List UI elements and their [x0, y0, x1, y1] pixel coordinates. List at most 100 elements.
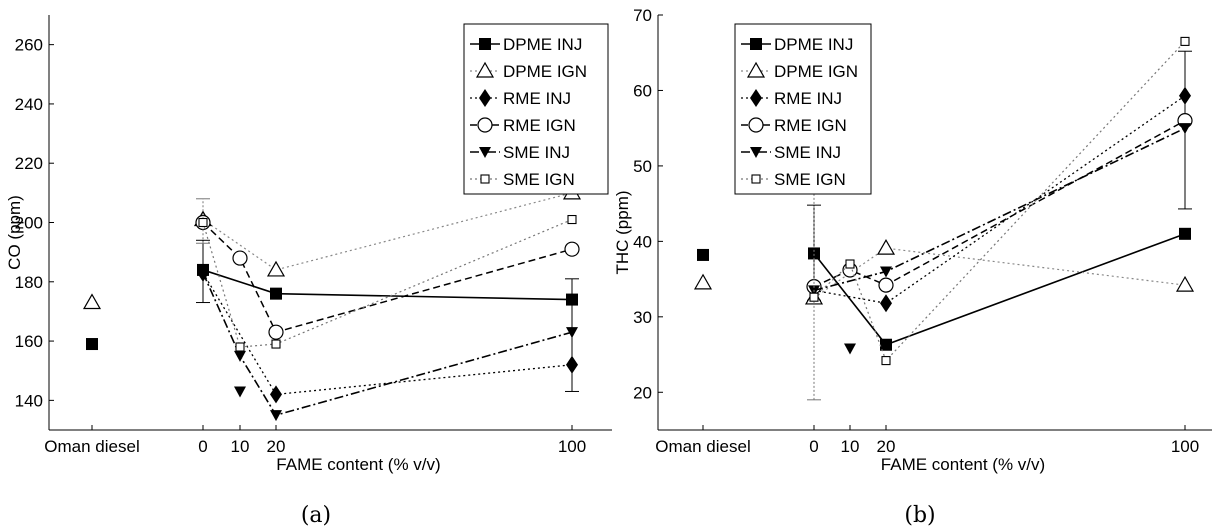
- legend-swatch-marker: [480, 174, 490, 184]
- legend-swatch-marker: [475, 61, 495, 78]
- data-point: [197, 267, 209, 279]
- legend-swatch-marker: [479, 89, 491, 107]
- series-dpme-ign: [693, 238, 1195, 305]
- series-line: [813, 95, 1186, 304]
- legend-label: DPME INJ: [774, 35, 853, 54]
- legend-label: RME IGN: [503, 116, 576, 135]
- legend-swatch-marker: [746, 61, 766, 78]
- data-point: [1180, 36, 1190, 46]
- legend-box: [734, 23, 872, 195]
- x-tick-label: 0: [809, 437, 818, 456]
- y-tick-label: 140: [15, 391, 43, 410]
- legend-label: DPME IGN: [503, 62, 587, 81]
- panel-label: (a): [301, 503, 331, 528]
- x-tick-label: 20: [267, 437, 286, 456]
- legend-swatch-marker: [750, 38, 762, 50]
- data-point: [844, 343, 856, 355]
- data-point: [566, 327, 578, 339]
- data-point: [266, 260, 286, 277]
- legend-item: DPME INJ: [470, 35, 582, 54]
- data-point-diesel: [82, 293, 102, 310]
- chart-panel-a: 140 160 180 200 220 240 260 Oman diesel 0 10 20 100…: [5, 15, 612, 528]
- data-point: [809, 292, 819, 302]
- x-tick-label: 10: [231, 437, 250, 456]
- series-line: [813, 247, 1186, 299]
- x-tick-label: 10: [841, 437, 860, 456]
- legend-label: RME INJ: [774, 89, 842, 108]
- series-dpme-inj: [697, 204, 1191, 351]
- series-sme-ign: [196, 198, 577, 352]
- series-line: [202, 221, 573, 334]
- legend-label: DPME INJ: [503, 35, 582, 54]
- legend-item: SME INJ: [741, 143, 841, 162]
- data-point: [880, 338, 892, 351]
- y-tick-label: 60: [633, 81, 652, 100]
- data-point: [566, 355, 578, 374]
- error-bar: [196, 198, 210, 244]
- data-point-diesel: [693, 273, 713, 290]
- legend-label: SME INJ: [774, 143, 841, 162]
- x-tick-label: Oman diesel: [655, 437, 750, 456]
- legend-item: DPME INJ: [741, 35, 853, 54]
- data-point: [1179, 123, 1191, 135]
- data-point: [1179, 86, 1191, 105]
- legend-label: SME IGN: [774, 170, 846, 189]
- data-point: [564, 241, 580, 257]
- data-point: [878, 277, 894, 293]
- legend-swatch-marker: [477, 117, 493, 133]
- series-line: [813, 119, 1186, 288]
- y-axis-label: THC (ppm): [613, 190, 632, 274]
- data-point: [270, 385, 282, 404]
- x-tick-label: 20: [877, 437, 896, 456]
- y-tick-label: 220: [15, 154, 43, 173]
- data-point: [1179, 227, 1191, 240]
- x-tick-label: Oman diesel: [44, 437, 139, 456]
- data-point: [845, 259, 855, 269]
- x-axis-label: FAME content (% v/v): [276, 455, 440, 474]
- data-point: [808, 247, 820, 260]
- legend-item: SME IGN: [470, 170, 575, 189]
- data-point: [234, 350, 246, 362]
- series-sme-inj: [197, 267, 578, 422]
- legend-item: RME IGN: [470, 116, 576, 135]
- series-rme-ign: [195, 214, 580, 340]
- legend-swatch-marker: [750, 89, 762, 107]
- legend: DPME INJ DPME IGN RME INJ RME IGN SME INJ SME…: [463, 23, 609, 195]
- legend-label: SME INJ: [503, 143, 570, 162]
- data-point: [1175, 275, 1195, 292]
- legend-label: SME IGN: [503, 170, 575, 189]
- data-point: [880, 294, 892, 313]
- legend-swatch-marker: [751, 174, 761, 184]
- data-point: [566, 293, 578, 306]
- legend-item: RME INJ: [470, 89, 571, 108]
- data-point: [235, 342, 245, 352]
- legend-item: DPME IGN: [741, 61, 858, 81]
- series-line: [813, 40, 1186, 362]
- y-tick-label: 200: [15, 214, 43, 233]
- chart-panel-b: 20 30 40 50 60 70 Oman diesel 0 10 20 100 FAME cont…: [613, 6, 1212, 528]
- data-point: [270, 287, 282, 300]
- panel-label: (b): [904, 503, 935, 528]
- data-point: [881, 356, 891, 366]
- series-line: [202, 192, 573, 271]
- legend-box: [463, 23, 609, 195]
- legend-swatch-marker: [748, 117, 764, 133]
- y-tick-label: 180: [15, 273, 43, 292]
- series-dpme-ign: [82, 183, 582, 310]
- x-tick-label: 0: [198, 437, 207, 456]
- series-line: [202, 272, 573, 396]
- y-tick-label: 40: [633, 232, 652, 251]
- series-rme-inj: [197, 263, 578, 404]
- data-point: [198, 217, 208, 228]
- data-point: [567, 214, 577, 225]
- legend-label: RME IGN: [774, 116, 847, 135]
- y-tick-label: 70: [633, 6, 652, 25]
- y-axis-label: CO (ppm): [5, 195, 24, 270]
- data-point: [234, 386, 246, 398]
- series-line: [202, 218, 573, 348]
- x-axis-label: FAME content (% v/v): [881, 455, 1045, 474]
- legend-swatch-marker: [750, 147, 762, 158]
- y-tick-label: 160: [15, 332, 43, 351]
- x-tick-label: 100: [1171, 437, 1199, 456]
- y-tick-label: 20: [633, 383, 652, 402]
